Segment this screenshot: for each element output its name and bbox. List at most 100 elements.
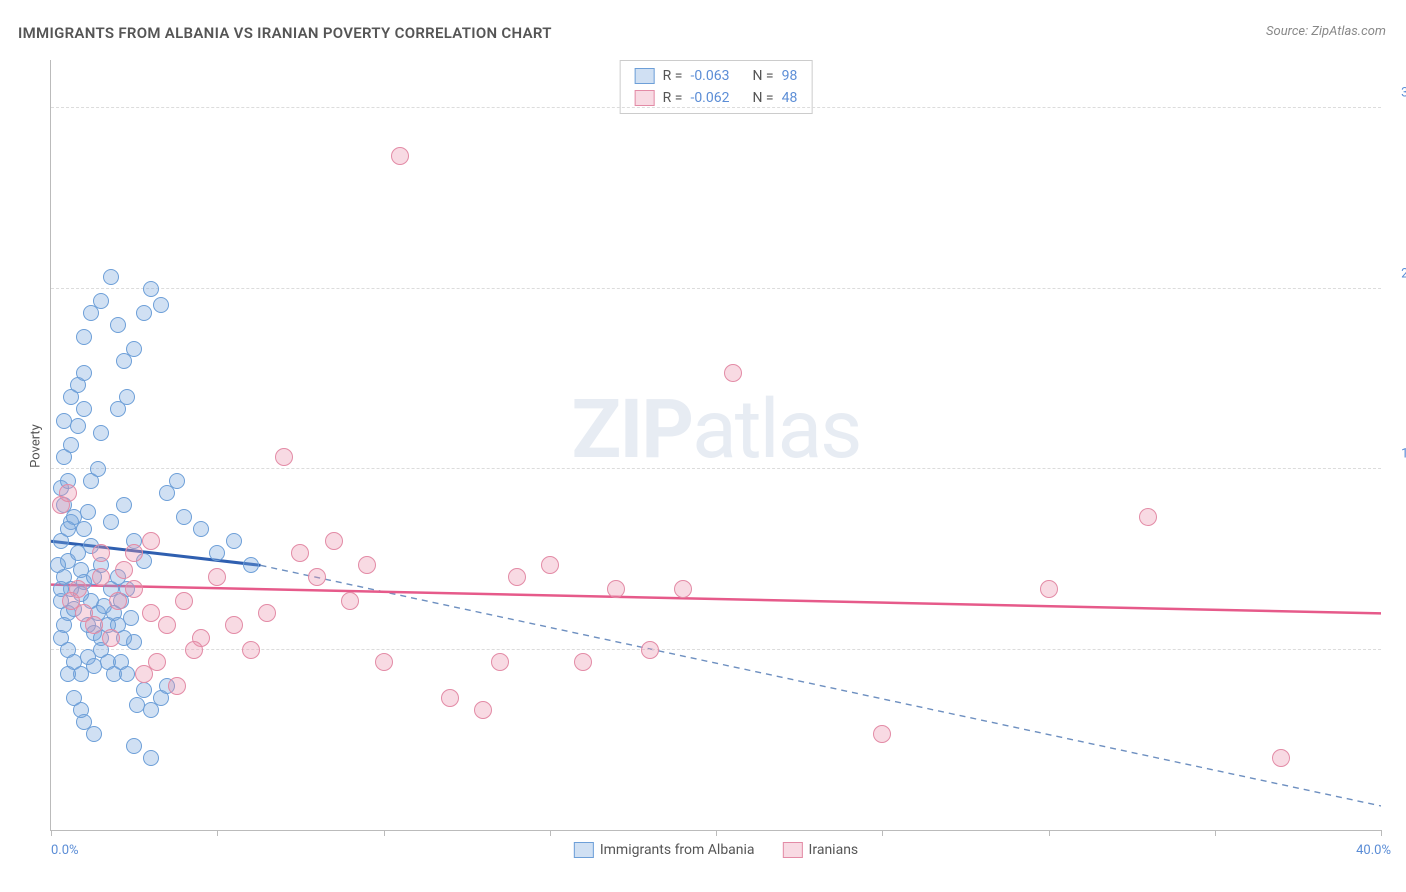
data-point: [50, 557, 66, 573]
data-point: [341, 592, 359, 610]
data-point: [574, 653, 592, 671]
data-point: [243, 557, 259, 573]
data-point: [724, 364, 742, 382]
y-tick-label: 22.5%: [1401, 266, 1406, 281]
data-point: [1139, 508, 1157, 526]
plot-area: ZIPatlas R = -0.063 N = 98 R = -0.062 N …: [50, 60, 1381, 831]
gridline: [51, 107, 1381, 108]
x-axis-max-label: 40.0%: [1356, 843, 1391, 858]
data-point: [193, 521, 209, 537]
gridline: [51, 468, 1381, 469]
legend-swatch-iranians: [783, 842, 803, 858]
data-point: [142, 604, 160, 622]
data-point: [126, 738, 142, 754]
r-label: R =: [663, 65, 683, 87]
data-point: [62, 592, 80, 610]
y-axis-label: Poverty: [28, 424, 43, 468]
x-tick-mark: [1215, 830, 1216, 836]
r-value-albania: -0.063: [690, 65, 729, 87]
n-label: N =: [752, 87, 773, 109]
legend-item-iranians: Iranians: [783, 842, 859, 858]
legend-row-albania: R = -0.063 N = 98: [635, 65, 798, 87]
x-tick-mark: [1381, 830, 1382, 836]
data-point: [873, 725, 891, 743]
data-point: [258, 604, 276, 622]
data-point: [59, 484, 77, 502]
data-point: [93, 293, 109, 309]
data-point: [291, 544, 309, 562]
data-point: [116, 497, 132, 513]
data-point: [508, 568, 526, 586]
data-point: [391, 147, 409, 165]
data-point: [103, 269, 119, 285]
data-point: [674, 580, 692, 598]
data-point: [125, 544, 143, 562]
data-point: [92, 568, 110, 586]
legend-item-albania: Immigrants from Albania: [574, 842, 755, 858]
legend-row-iranians: R = -0.062 N = 48: [635, 87, 798, 109]
data-point: [136, 682, 152, 698]
data-point: [63, 437, 79, 453]
data-point: [109, 592, 127, 610]
legend-label-iranians: Iranians: [809, 842, 859, 858]
data-point: [93, 425, 109, 441]
data-point: [60, 521, 76, 537]
r-label: R =: [663, 87, 683, 109]
data-point: [63, 389, 79, 405]
r-value-iranians: -0.062: [690, 87, 729, 109]
data-point: [1272, 749, 1290, 767]
x-tick-mark: [51, 830, 52, 836]
legend-swatch-albania: [635, 68, 655, 84]
data-point: [143, 750, 159, 766]
data-point: [143, 281, 159, 297]
data-point: [441, 689, 459, 707]
trend-lines: [51, 60, 1381, 830]
x-tick-mark: [716, 830, 717, 836]
x-tick-mark: [1049, 830, 1050, 836]
data-point: [73, 702, 89, 718]
data-point: [76, 365, 92, 381]
data-point: [102, 629, 120, 647]
data-point: [76, 521, 92, 537]
data-point: [80, 504, 96, 520]
x-tick-mark: [217, 830, 218, 836]
data-point: [607, 580, 625, 598]
data-point: [85, 616, 103, 634]
data-point: [308, 568, 326, 586]
data-point: [491, 653, 509, 671]
data-point: [148, 653, 166, 671]
legend-swatch-iranians: [635, 90, 655, 106]
series-legend: Immigrants from Albania Iranians: [574, 842, 858, 858]
data-point: [86, 726, 102, 742]
data-point: [123, 610, 139, 626]
data-point: [76, 329, 92, 345]
x-tick-mark: [882, 830, 883, 836]
data-point: [142, 532, 160, 550]
data-point: [60, 666, 76, 682]
data-point: [169, 473, 185, 489]
data-point: [208, 568, 226, 586]
data-point: [125, 580, 143, 598]
data-point: [175, 592, 193, 610]
data-point: [474, 701, 492, 719]
n-label: N =: [752, 65, 773, 87]
data-point: [375, 653, 393, 671]
x-tick-mark: [550, 830, 551, 836]
data-point: [56, 413, 72, 429]
y-tick-label: 15.0%: [1401, 447, 1406, 462]
gridline: [51, 288, 1381, 289]
data-point: [226, 533, 242, 549]
data-point: [275, 448, 293, 466]
stats-legend: R = -0.063 N = 98 R = -0.062 N = 48: [620, 60, 813, 114]
data-point: [158, 616, 176, 634]
data-point: [110, 317, 126, 333]
data-point: [119, 389, 135, 405]
data-point: [115, 561, 133, 579]
data-point: [541, 556, 559, 574]
n-value-albania: 98: [782, 65, 798, 87]
data-point: [53, 630, 69, 646]
data-point: [90, 461, 106, 477]
chart-title: IMMIGRANTS FROM ALBANIA VS IRANIAN POVER…: [18, 24, 552, 42]
data-point: [153, 297, 169, 313]
n-value-iranians: 48: [782, 87, 798, 109]
